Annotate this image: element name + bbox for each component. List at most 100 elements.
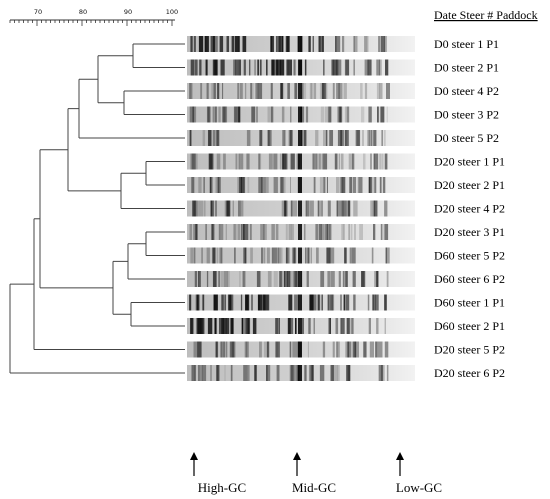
gel-band bbox=[216, 365, 220, 381]
gel-band bbox=[292, 247, 296, 264]
gel-band bbox=[309, 294, 313, 311]
gel-band bbox=[325, 106, 329, 123]
gel-band bbox=[319, 36, 324, 52]
gel-band bbox=[202, 130, 206, 146]
gel-lane bbox=[187, 130, 415, 146]
gel-band bbox=[287, 271, 291, 287]
scale-tick-70: 70 bbox=[34, 8, 42, 16]
gel-band bbox=[379, 365, 384, 381]
gel-band-mid bbox=[298, 83, 302, 99]
gel-band bbox=[217, 83, 219, 99]
gel-band bbox=[384, 36, 387, 52]
gel-band bbox=[244, 318, 247, 334]
gel-band bbox=[278, 247, 283, 264]
gel-band bbox=[368, 318, 371, 334]
gel-band bbox=[198, 36, 204, 52]
gel-band bbox=[341, 177, 346, 193]
lane-label: D0 steer 2 P1 bbox=[434, 61, 499, 75]
gel-band bbox=[290, 341, 292, 358]
similarity-scale: 70 80 90 100 bbox=[9, 8, 178, 26]
gel-band bbox=[271, 224, 275, 240]
gel-band bbox=[194, 271, 197, 287]
gel-band bbox=[368, 177, 371, 193]
gel-band bbox=[335, 36, 337, 52]
gel-band bbox=[374, 271, 379, 287]
lane-label: D0 steer 3 P2 bbox=[434, 108, 499, 122]
gel-band bbox=[354, 224, 356, 240]
gel-band bbox=[347, 341, 352, 358]
gel-band bbox=[252, 318, 257, 334]
gel-band bbox=[380, 106, 385, 123]
gel-band bbox=[285, 153, 288, 170]
gel-band bbox=[313, 83, 317, 99]
gel-band bbox=[305, 200, 310, 217]
gel-band bbox=[272, 247, 277, 264]
gel-band bbox=[332, 341, 335, 358]
gel-band bbox=[251, 106, 256, 123]
gel-band bbox=[237, 83, 239, 99]
gel-band bbox=[332, 59, 336, 76]
gel-band bbox=[237, 224, 241, 240]
gel-band bbox=[196, 224, 198, 240]
gel-band bbox=[226, 200, 230, 217]
gel-band bbox=[304, 59, 307, 76]
lane-label: D20 steer 2 P1 bbox=[434, 178, 505, 192]
gel-band bbox=[263, 224, 266, 240]
gel-band bbox=[247, 177, 250, 193]
gel-band bbox=[348, 200, 351, 217]
gel-band bbox=[221, 341, 226, 358]
gel-band bbox=[332, 83, 335, 99]
gel-band bbox=[345, 271, 348, 287]
gel-band bbox=[287, 36, 290, 52]
gel-band bbox=[192, 153, 195, 170]
gel-band bbox=[284, 177, 286, 193]
gel-band bbox=[384, 318, 386, 334]
gel-band bbox=[223, 341, 226, 358]
gel-band bbox=[287, 318, 291, 334]
gel-band-mid bbox=[298, 153, 302, 170]
gel-band bbox=[198, 271, 200, 287]
gel-band bbox=[316, 247, 319, 264]
gel-band bbox=[353, 36, 355, 52]
gel-band bbox=[351, 318, 354, 334]
gel-band bbox=[304, 224, 306, 240]
gel-band bbox=[284, 271, 288, 287]
gel-band bbox=[289, 271, 294, 287]
gel-band bbox=[310, 83, 314, 99]
gel-band bbox=[215, 341, 219, 358]
gel-band bbox=[300, 106, 305, 123]
gel-band bbox=[347, 200, 351, 217]
gel-band bbox=[348, 365, 351, 381]
gel-band bbox=[255, 83, 259, 99]
gel-band bbox=[232, 200, 234, 217]
gel-band bbox=[301, 83, 304, 99]
gel-band bbox=[336, 341, 340, 358]
gel-band bbox=[377, 106, 380, 123]
gel-band bbox=[189, 106, 195, 123]
gel-band bbox=[267, 341, 269, 358]
gel-band bbox=[376, 83, 380, 99]
gel-band bbox=[346, 318, 351, 334]
gel-band bbox=[379, 177, 382, 193]
gel-band bbox=[355, 341, 359, 358]
gel-band bbox=[283, 271, 288, 287]
gel-band bbox=[191, 177, 195, 193]
gel-band bbox=[273, 271, 278, 287]
gel-band bbox=[295, 271, 299, 287]
gel-band bbox=[266, 365, 268, 381]
gel-band bbox=[327, 106, 332, 123]
gel-band bbox=[235, 59, 239, 76]
gel-band bbox=[339, 106, 343, 123]
gel-band bbox=[318, 36, 320, 52]
lane-label: D20 steer 6 P2 bbox=[434, 366, 505, 380]
gel-band bbox=[220, 59, 225, 76]
lane-label: D20 steer 5 P2 bbox=[434, 343, 505, 357]
gel-band bbox=[341, 224, 345, 240]
gel-band bbox=[339, 106, 342, 123]
gel-band-mid bbox=[298, 271, 302, 287]
gel-band bbox=[259, 341, 262, 358]
gel-band bbox=[271, 106, 274, 123]
gel-band bbox=[218, 106, 221, 123]
gel-band bbox=[321, 83, 327, 99]
gel-band bbox=[224, 294, 226, 311]
